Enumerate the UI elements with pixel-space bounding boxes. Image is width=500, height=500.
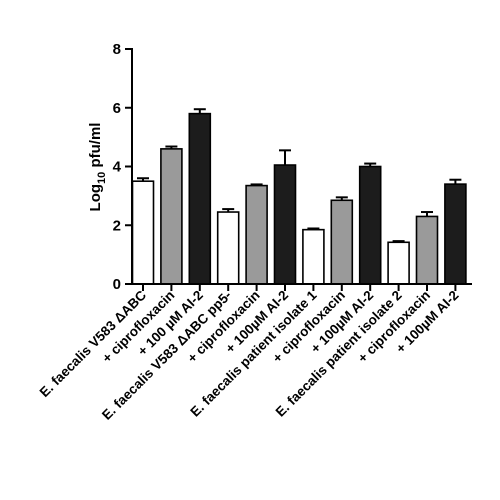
bar bbox=[245, 184, 268, 285]
y-tick-label: 8 bbox=[113, 41, 121, 58]
y-axis-label: Log10 pfu/ml bbox=[87, 123, 108, 212]
category-labels: E. faecalis V583 ΔABC+ ciprofloxacin+ 10… bbox=[37, 287, 462, 423]
bar bbox=[330, 199, 354, 285]
y-axis-label-prefix: Log bbox=[87, 184, 104, 212]
y-tick-label: 6 bbox=[113, 100, 121, 117]
bar bbox=[188, 112, 212, 285]
y-tick-label: 4 bbox=[113, 159, 122, 176]
bar bbox=[415, 215, 439, 285]
bar bbox=[358, 165, 382, 285]
y-axis-label-subscript: 10 bbox=[96, 172, 108, 184]
y-axis-label-suffix: pfu/ml bbox=[87, 123, 104, 172]
bar bbox=[160, 148, 183, 285]
bar bbox=[273, 164, 297, 285]
y-tick-label: 0 bbox=[113, 276, 121, 293]
bar bbox=[131, 180, 155, 285]
y-axis: 0 2 4 6 8 bbox=[113, 41, 133, 293]
bar bbox=[387, 241, 410, 285]
y-tick-label: 2 bbox=[113, 217, 121, 234]
bars bbox=[131, 108, 467, 285]
bar bbox=[302, 228, 325, 285]
bar bbox=[216, 211, 240, 285]
x-axis bbox=[131, 283, 472, 291]
bar bbox=[444, 183, 467, 285]
